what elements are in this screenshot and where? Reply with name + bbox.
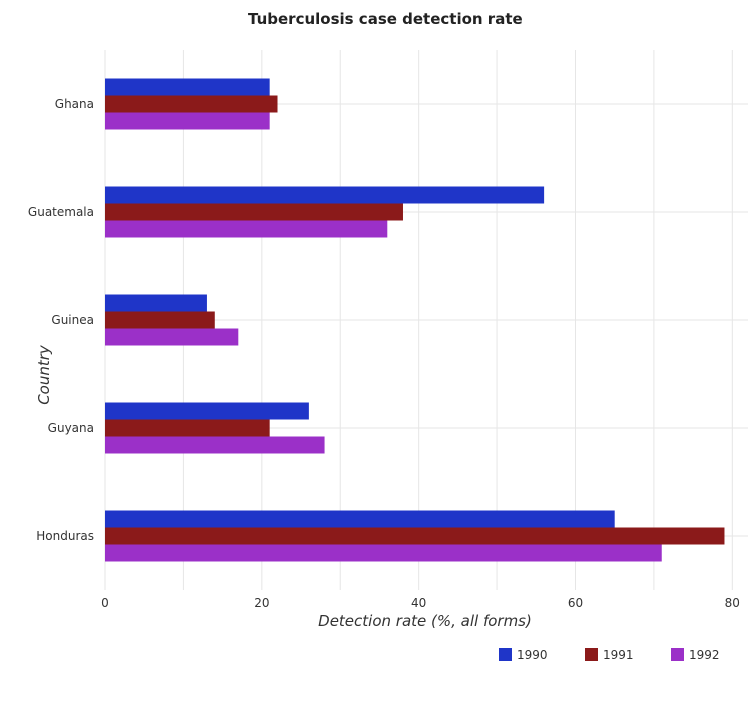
bar-ghana-1990 — [105, 78, 270, 96]
legend-label-1991: 1991 — [603, 648, 634, 662]
legend: 1990 1991 1992 — [499, 648, 720, 662]
y-axis-label: Country — [35, 344, 53, 405]
x-tick-label: 0 — [101, 596, 109, 610]
x-tick-label: 40 — [411, 596, 426, 610]
bar-honduras-1991 — [105, 527, 725, 545]
x-axis-label: Detection rate (%, all forms) — [318, 612, 532, 630]
y-tick-label: Honduras — [36, 529, 94, 543]
x-tick-label: 60 — [568, 596, 583, 610]
bar-ghana-1991 — [105, 95, 278, 113]
bar-guatemala-1990 — [105, 186, 545, 204]
legend-label-1990: 1990 — [517, 648, 548, 662]
bar-guinea-1991 — [105, 311, 215, 329]
bar-guinea-1992 — [105, 328, 239, 346]
bar-guinea-1990 — [105, 294, 207, 312]
bar-guyana-1991 — [105, 419, 270, 437]
y-tick-label: Ghana — [55, 97, 94, 111]
bar-guatemala-1991 — [105, 203, 403, 221]
legend-swatch-1991 — [585, 648, 598, 661]
bar-honduras-1992 — [105, 544, 662, 562]
bars-layer — [105, 78, 725, 562]
x-tick-label: 20 — [254, 596, 269, 610]
legend-swatch-1990 — [499, 648, 512, 661]
legend-label-1992: 1992 — [689, 648, 720, 662]
bar-guatemala-1992 — [105, 220, 388, 238]
x-tick-label: 80 — [725, 596, 740, 610]
bar-guyana-1990 — [105, 402, 309, 420]
bar-ghana-1992 — [105, 112, 270, 130]
y-axis-ticks: Ghana Guatemala Guinea Guyana Honduras — [28, 97, 94, 543]
y-tick-label: Guyana — [48, 421, 94, 435]
legend-swatch-1992 — [671, 648, 684, 661]
bar-guyana-1992 — [105, 436, 325, 454]
y-tick-label: Guinea — [51, 313, 94, 327]
x-axis-ticks: 0 20 40 60 80 — [101, 596, 740, 610]
y-tick-label: Guatemala — [28, 205, 94, 219]
chart-title: Tuberculosis case detection rate — [248, 10, 523, 28]
bar-honduras-1990 — [105, 510, 615, 528]
